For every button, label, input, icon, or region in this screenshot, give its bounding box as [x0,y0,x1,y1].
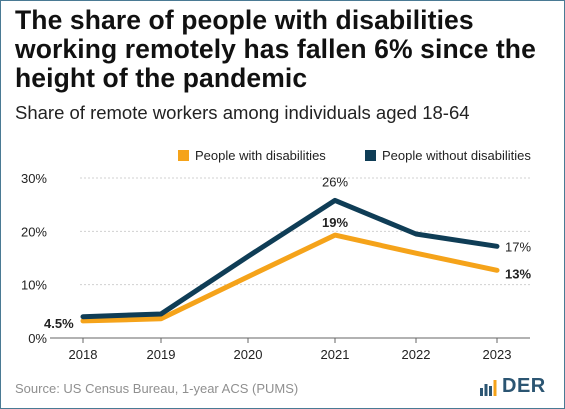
legend-swatch-without-disabilities [365,150,376,161]
der-logo: DER [480,376,546,396]
data-label: 17% [505,239,531,254]
data-labels: 4.5% 26% 19% 17% 13% [44,174,531,331]
legend-swatch-with-disabilities [178,150,189,161]
data-label: 13% [505,266,531,281]
x-tick-label: 2021 [321,347,350,362]
logo-text: DER [502,375,546,397]
data-label: 4.5% [44,316,74,331]
bar-chart-logo-icon [480,380,497,396]
data-label: 19% [322,215,348,230]
x-tick-label: 2019 [147,347,176,362]
x-tick-label: 2020 [234,347,263,362]
y-tick-label: 0% [28,331,47,346]
gridlines [80,177,530,286]
y-axis-ticks: 0% 10% 20% 30% [21,171,47,346]
y-tick-label: 30% [21,171,47,186]
x-tick-label: 2023 [483,347,512,362]
y-tick-label: 20% [21,224,47,239]
series-line-with-disabilities [80,232,500,324]
x-axis: 2018 2019 2020 2021 2022 2023 [50,337,530,362]
chart-subtitle: Share of remote workers among individual… [15,102,470,123]
legend-label-without-disabilities: People without disabilities [382,148,531,163]
series-lines [80,197,500,324]
source-note: Source: US Census Bureau, 1-year ACS (PU… [15,381,299,396]
data-label: 26% [322,174,348,189]
series-line-without-disabilities [80,197,500,320]
y-tick-label: 10% [21,278,47,293]
legend-label-with-disabilities: People with disabilities [195,148,326,163]
x-tick-label: 2022 [402,347,431,362]
x-tick-label: 2018 [69,347,98,362]
chart-title: The share of people with disabilities wo… [15,5,536,93]
